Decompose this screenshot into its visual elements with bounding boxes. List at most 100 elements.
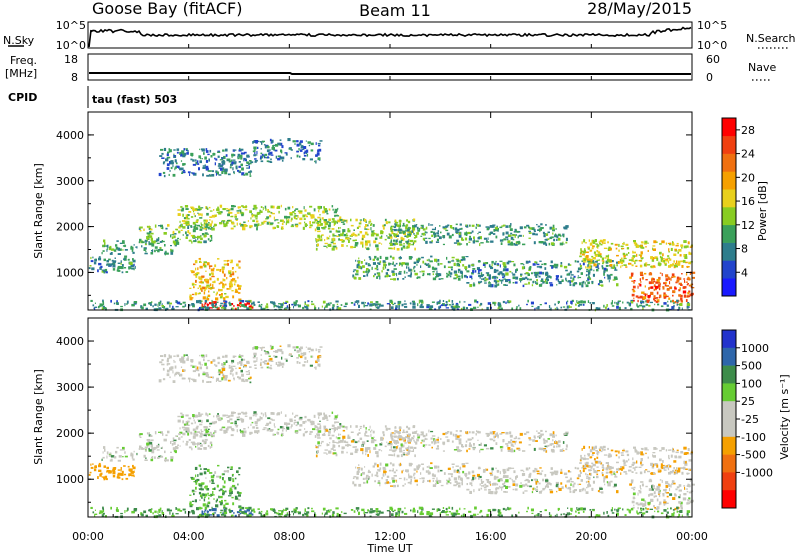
power-cell xyxy=(299,142,301,144)
power-cell xyxy=(403,232,406,235)
power-cell xyxy=(591,255,594,258)
velocity-cell xyxy=(198,361,201,365)
power-cell xyxy=(552,232,554,235)
velocity-cell xyxy=(310,348,314,352)
power-cell xyxy=(359,231,363,234)
velocity-cell xyxy=(204,509,207,512)
power-cell xyxy=(277,225,280,228)
velocity-cell xyxy=(560,471,563,474)
power-cell xyxy=(603,267,607,271)
velocity-cell xyxy=(247,426,249,429)
power-cell xyxy=(679,254,682,257)
power-cell xyxy=(244,158,247,162)
power-cell xyxy=(379,304,381,308)
velocity-cell xyxy=(249,416,252,420)
velocity-cell xyxy=(240,363,243,366)
power-cell xyxy=(369,303,373,307)
power-cell xyxy=(378,242,381,244)
velocity-cell xyxy=(451,440,454,443)
power-cell xyxy=(640,246,644,249)
power-cell xyxy=(332,237,335,241)
power-cell xyxy=(389,236,393,239)
power-cell xyxy=(130,264,134,267)
velocity-cell xyxy=(164,450,166,454)
power-cell xyxy=(616,254,619,257)
velocity-cell xyxy=(541,470,544,472)
power-cell xyxy=(172,173,176,177)
power-cell xyxy=(108,263,112,267)
power-cell xyxy=(682,286,686,289)
power-cell xyxy=(262,222,266,224)
velocity-cell xyxy=(211,434,215,438)
velocity-cell xyxy=(535,440,538,442)
power-cell xyxy=(204,302,207,305)
power-cell xyxy=(484,276,487,279)
velocity-cell xyxy=(218,500,221,503)
power-cell xyxy=(540,241,544,244)
power-cell xyxy=(545,281,549,284)
velocity-cell xyxy=(271,345,274,349)
power-cell xyxy=(456,308,460,310)
power-cell xyxy=(202,263,206,267)
power-cell xyxy=(437,262,440,266)
power-cell xyxy=(448,304,451,306)
power-cell xyxy=(273,149,276,151)
power-cell xyxy=(641,242,644,244)
power-cell xyxy=(185,231,187,235)
power-cell xyxy=(198,277,203,280)
power-cell xyxy=(608,259,611,263)
power-cell xyxy=(335,247,338,250)
power-cell xyxy=(435,276,438,278)
velocity-cell xyxy=(413,425,416,428)
velocity-cell xyxy=(174,372,177,376)
power-cell xyxy=(477,260,481,263)
velocity-cell xyxy=(177,419,181,423)
velocity-cell xyxy=(339,423,342,426)
power-cell xyxy=(213,280,216,284)
velocity-cell xyxy=(222,512,224,515)
velocity-cell xyxy=(364,466,366,468)
power-cell xyxy=(592,240,596,244)
power-cell xyxy=(377,303,381,306)
power-cell xyxy=(472,283,476,287)
power-cell xyxy=(505,272,509,276)
velocity-cell xyxy=(268,367,272,369)
power-cell xyxy=(382,266,385,270)
power-cell xyxy=(453,242,458,244)
power-cell xyxy=(249,172,251,175)
power-cell xyxy=(260,152,263,155)
power-band xyxy=(189,257,242,302)
power-cell xyxy=(477,237,480,240)
velocity-cell xyxy=(201,364,203,366)
velocity-cell xyxy=(465,474,467,478)
power-cell xyxy=(309,158,313,161)
power-cell xyxy=(369,219,371,223)
power-cell xyxy=(324,222,329,226)
power-cell xyxy=(376,247,379,251)
power-cell xyxy=(156,238,160,242)
power-cell xyxy=(416,232,419,235)
power-cell xyxy=(435,241,440,243)
power-cell xyxy=(419,299,423,303)
power-cell xyxy=(406,241,409,245)
velocity-cell xyxy=(236,418,240,421)
velocity-cell xyxy=(129,473,132,476)
velocity-cell xyxy=(592,480,595,484)
velocity-cell xyxy=(465,431,467,433)
velocity-cell xyxy=(323,412,325,415)
power-cell xyxy=(201,158,203,160)
power-cell xyxy=(669,244,672,246)
power-cell xyxy=(250,304,252,306)
power-cell xyxy=(238,165,241,168)
power-cell xyxy=(585,251,589,253)
velocity-cell xyxy=(461,463,465,466)
power-cell xyxy=(512,282,515,284)
velocity-cell xyxy=(371,429,373,432)
velocity-cell xyxy=(245,379,249,382)
velocity-cell xyxy=(466,483,468,486)
power-cell xyxy=(639,295,643,299)
velocity-cell xyxy=(231,365,233,368)
power-cell xyxy=(206,212,209,216)
power-cell xyxy=(318,209,320,213)
power-cell xyxy=(580,300,583,304)
